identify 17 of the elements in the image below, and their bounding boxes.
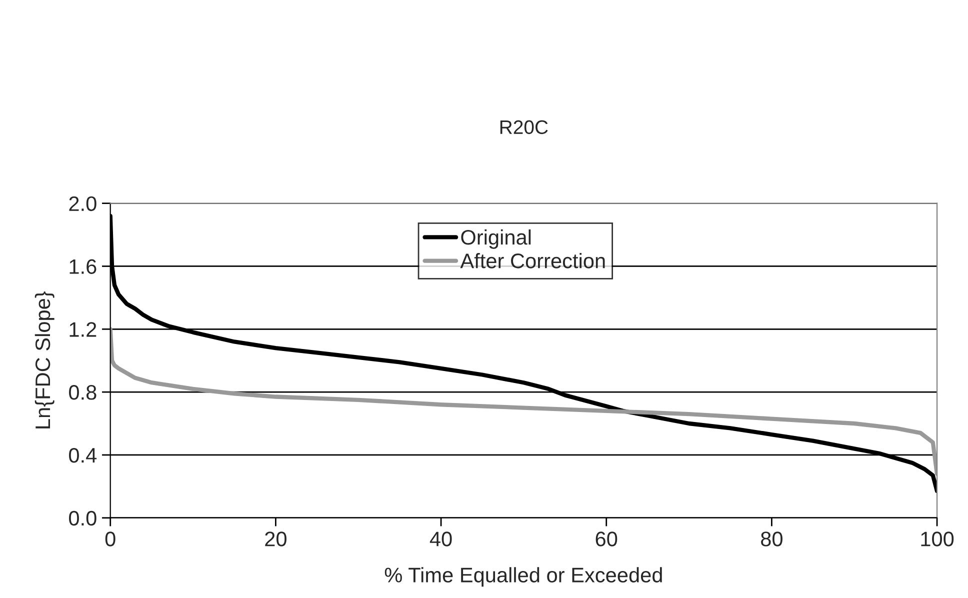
y-tick-label: 0.0 — [69, 510, 96, 526]
x-tick-label: 40 — [430, 532, 452, 546]
y-tick-label: 1.6 — [70, 259, 96, 274]
legend-label: After Correction — [460, 253, 605, 268]
x-tick-label: 80 — [761, 532, 782, 546]
y-tick-label: 1.2 — [70, 322, 96, 337]
chart-title: R20C — [500, 120, 548, 134]
y-axis-title: Ln{FDC Slope} — [34, 291, 54, 428]
y-tick-label: 0.8 — [69, 385, 96, 400]
y-tick-label: 2.0 — [69, 196, 96, 212]
y-tick-label: 0.4 — [69, 448, 97, 463]
x-axis-title: % Time Equalled or Exceeded — [384, 567, 662, 587]
x-tick-label: 0 — [105, 532, 116, 546]
legend-label: Original — [461, 229, 531, 249]
x-tick-label: 20 — [265, 532, 286, 546]
x-tick-label: 60 — [596, 532, 618, 546]
x-tick-label: 100 — [921, 532, 954, 546]
